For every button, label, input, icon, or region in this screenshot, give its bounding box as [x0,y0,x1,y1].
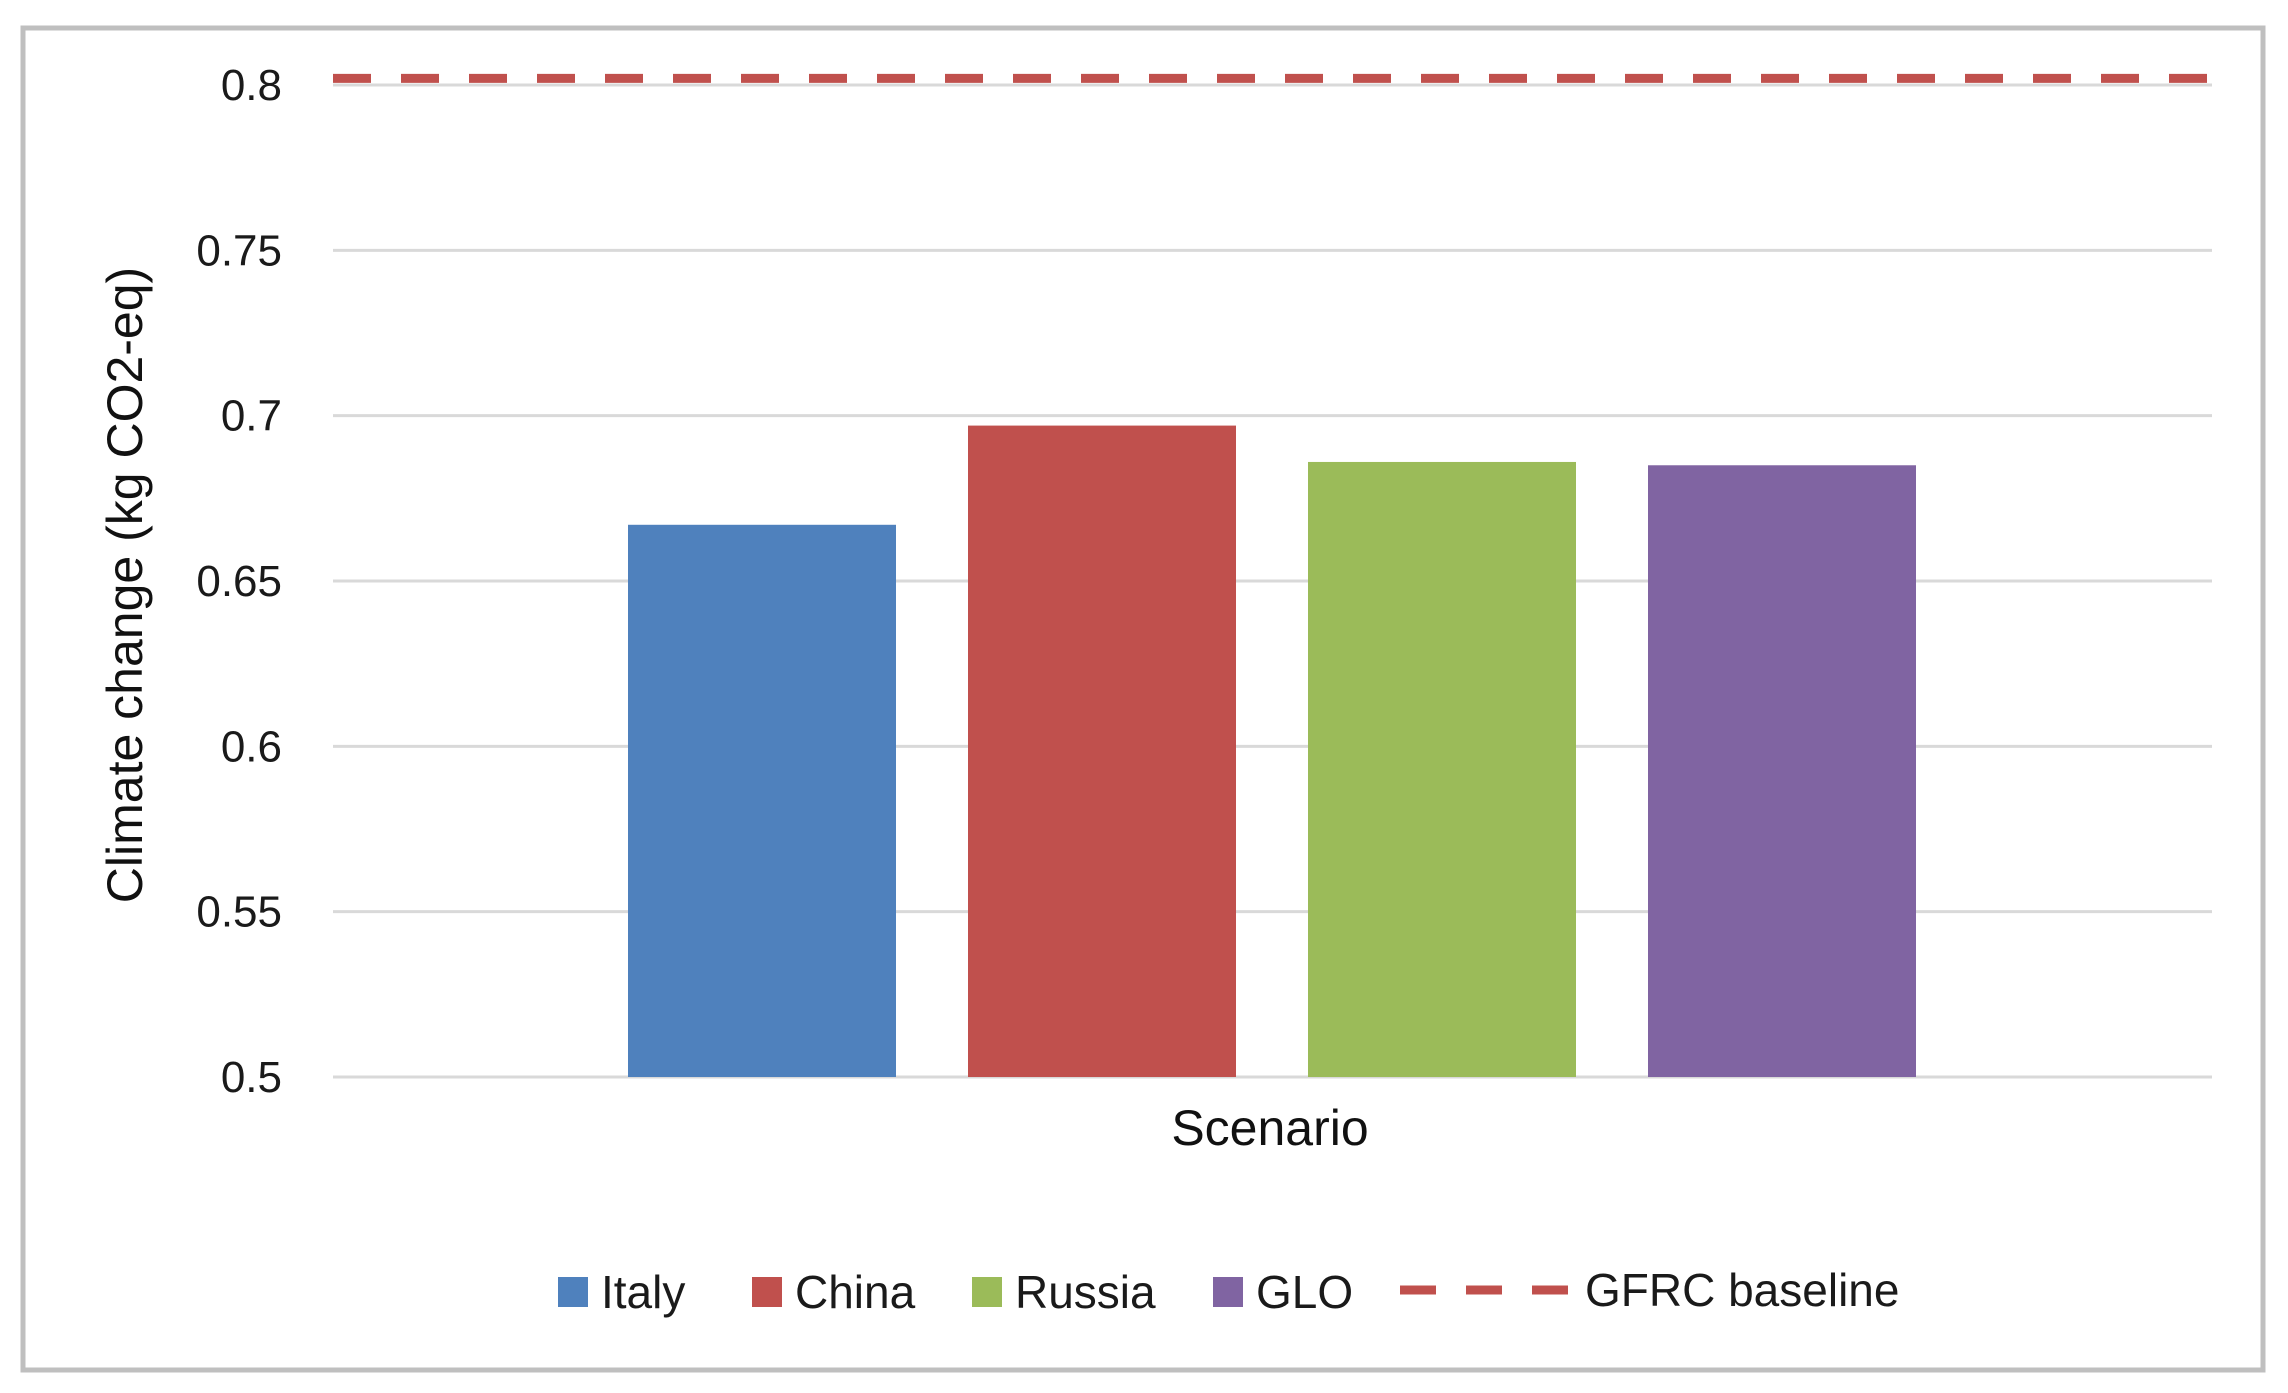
y-tick-label: 0.75 [196,226,282,275]
bars [628,425,1916,1078]
y-tick-labels: 0.5 0.55 0.6 0.65 0.7 0.75 0.8 [196,61,282,1102]
legend-swatch-russia [972,1277,1002,1307]
y-axis-title: Climate change (kg CO2-eq) [97,267,153,903]
bar-russia [1308,461,1576,1078]
bar-glo [1648,465,1916,1077]
bar-china [968,425,1236,1077]
bar-italy [628,524,896,1077]
legend-label-russia: Russia [1015,1266,1156,1318]
legend-label-italy: Italy [601,1266,685,1318]
y-tick-label: 0.5 [221,1053,282,1102]
legend-label-gfrc-baseline: GFRC baseline [1585,1264,1899,1316]
y-tick-label: 0.7 [221,392,282,441]
x-axis-title: Scenario [1171,1100,1368,1156]
y-tick-label: 0.65 [196,557,282,606]
legend-swatch-italy [558,1277,588,1307]
y-tick-label: 0.6 [221,722,282,771]
legend: Italy China Russia GLO GFRC baseline [558,1264,1899,1318]
y-tick-label: 0.8 [221,61,282,110]
legend-label-china: China [795,1266,916,1318]
legend-swatch-glo [1213,1277,1243,1307]
legend-swatch-china [752,1277,782,1307]
legend-label-glo: GLO [1256,1266,1353,1318]
y-tick-label: 0.55 [196,888,282,937]
